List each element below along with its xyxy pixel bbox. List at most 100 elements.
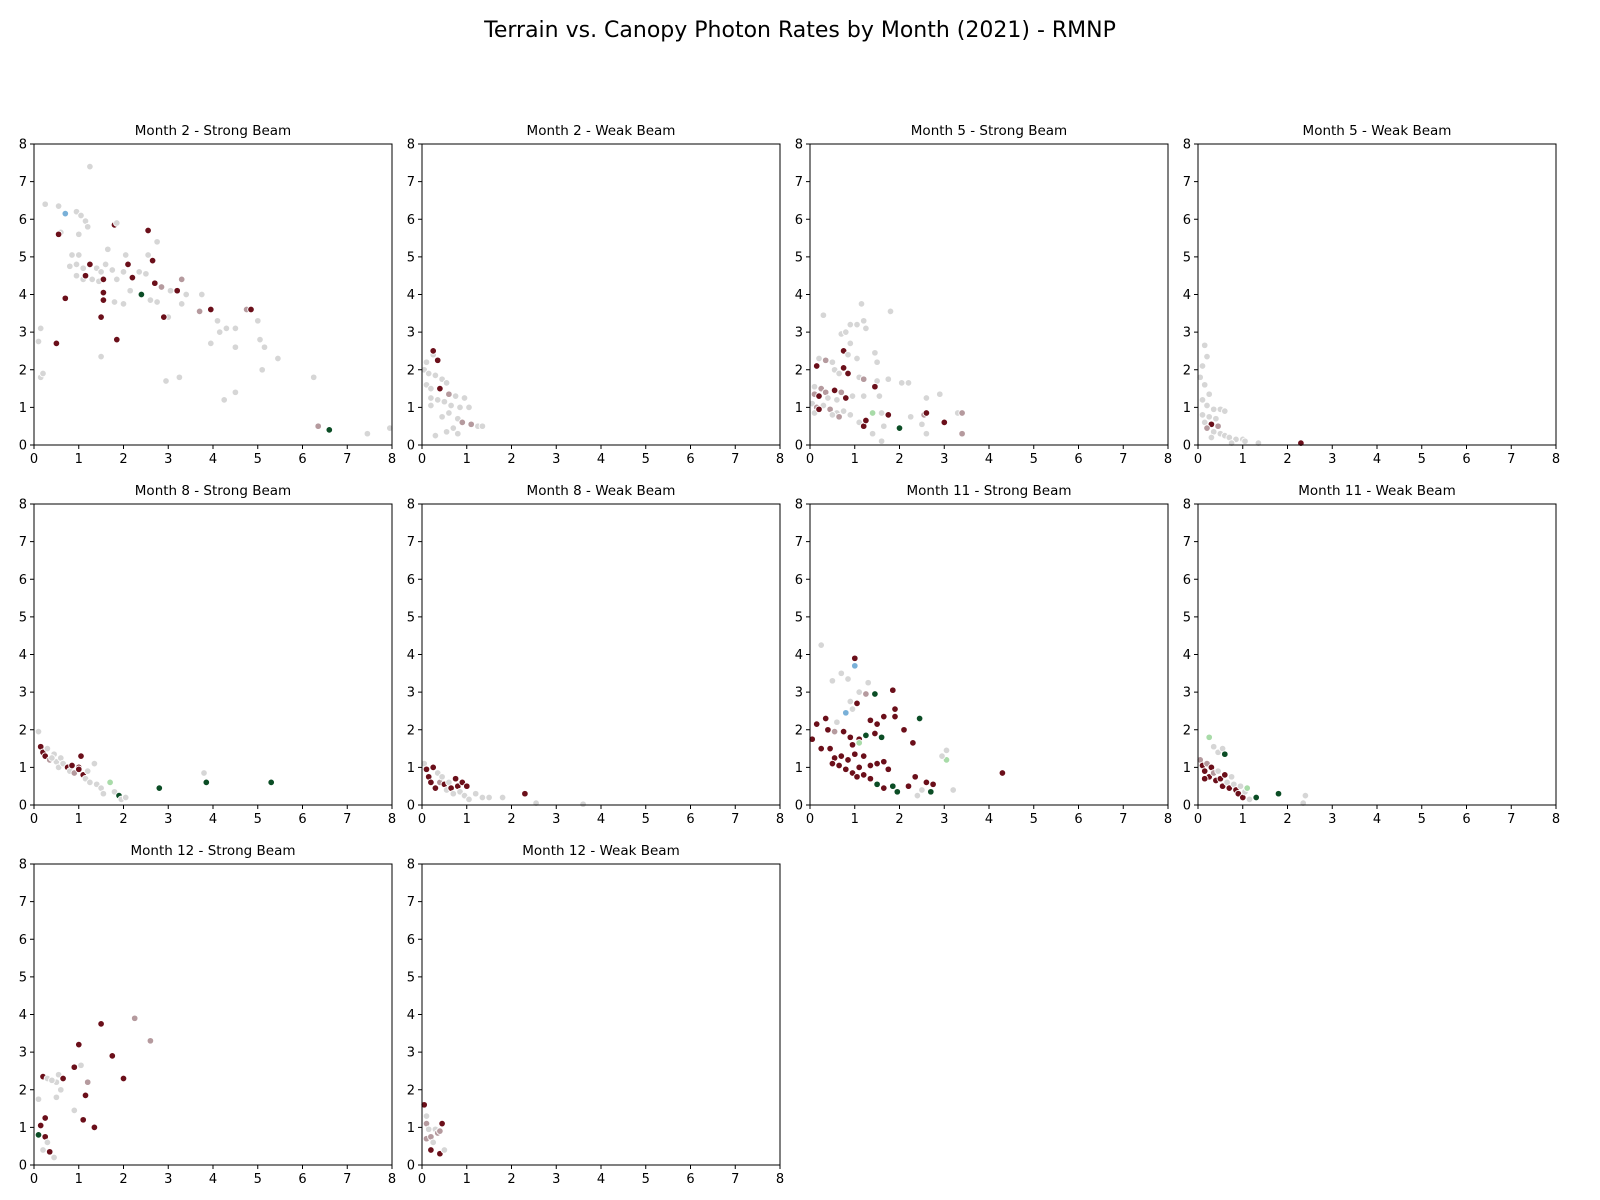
data-point [1198,396,1207,404]
y-tick-label: 7 [407,175,415,190]
y-tick-label: 4 [407,288,415,303]
data-point [106,778,114,787]
data-point [325,426,334,434]
data-point [59,1074,67,1083]
x-tick-label: 3 [164,812,172,827]
data-point [848,705,857,713]
data-point [828,759,837,768]
axes-frame [33,143,393,446]
data-point [824,726,832,734]
data-point [83,223,92,231]
y-tick-label: 3 [407,326,415,341]
y-tick-label: 0 [19,799,27,814]
x-tick-label: 0 [806,452,814,467]
y-tick-label: 7 [407,895,415,910]
data-point [889,782,897,790]
data-point [478,422,487,430]
data-point [918,786,926,794]
subplot-title: Month 8 - Weak Beam [527,483,676,499]
data-point [880,712,888,721]
data-point [873,759,881,768]
y-tick-label: 5 [795,250,803,265]
data-point [119,300,128,308]
data-points [34,1014,155,1162]
data-point [871,349,879,357]
data-point [445,409,453,417]
data-point [855,739,863,747]
y-tick-label: 7 [19,895,27,910]
data-point [871,690,879,698]
data-point [231,343,240,351]
x-tick-label: 7 [1119,812,1127,827]
data-point [842,328,850,336]
data-point [454,429,462,438]
x-tick-label: 4 [597,812,605,827]
data-point [314,422,322,430]
y-tick-label: 3 [19,686,27,701]
data-point [427,778,435,787]
x-tick-label: 7 [1119,452,1127,467]
data-point [913,791,922,800]
y-tick-label: 1 [407,761,415,776]
data-point [267,778,275,787]
subplot-title: Month 5 - Strong Beam [911,123,1067,139]
y-tick-label: 2 [407,1083,415,1098]
data-point [128,273,137,282]
x-tick-label: 4 [597,452,605,467]
y-tick-label: 3 [407,686,415,701]
data-point [853,354,861,363]
data-point [812,362,821,370]
x-tick-label: 1 [463,1172,471,1187]
subplot-9: Month 12 - Strong Beam 0 1 2 3 4 5 6 7 8 0 1 2 3 4 5 6 7 8 [19,843,396,1187]
data-point [97,268,105,276]
data-points [1196,341,1305,447]
x-tick-label: 6 [686,452,694,467]
x-tick-label: 8 [388,812,396,827]
x-tick-label: 6 [1462,452,1470,467]
data-point [182,290,190,299]
data-point [83,1078,92,1086]
data-point [231,324,240,333]
y-tick-label: 0 [795,799,803,814]
data-point [274,354,282,363]
x-tick-label: 7 [343,452,351,467]
data-point [498,793,507,802]
x-tick-label: 8 [388,1172,396,1187]
data-points [1196,733,1310,807]
data-point [1205,733,1213,742]
data-point [817,744,825,753]
x-tick-label: 8 [1552,812,1560,827]
data-point [39,1146,47,1154]
data-point [873,720,881,728]
data-point [857,300,866,308]
x-tick-label: 4 [985,812,993,827]
data-point [835,369,843,378]
data-point [871,382,879,391]
x-tick-label: 2 [507,812,515,827]
data-point [918,420,926,429]
data-point [859,317,868,325]
data-point [440,397,449,406]
data-points [34,162,394,438]
data-point [220,396,228,404]
axes-frame [421,863,781,1166]
axes-frame [421,143,781,446]
data-point [465,795,473,804]
data-point [911,773,919,781]
x-tick-label: 1 [463,452,471,467]
data-point [862,690,870,698]
data-point [1227,773,1236,781]
data-point [449,424,458,432]
data-point [1301,791,1310,800]
subplot-2: Month 2 - Weak Beam 0 1 2 3 4 5 6 7 8 0 1 2 3 4 5 6 7 8 [407,123,784,467]
x-tick-label: 1 [851,452,859,467]
data-point [75,765,83,774]
data-point [848,741,857,749]
x-tick-label: 5 [254,452,262,467]
data-point [72,260,81,269]
y-tick-label: 6 [19,213,27,228]
axes-frame [421,503,781,806]
data-point [456,403,464,412]
x-tick-label: 3 [164,452,172,467]
data-point [79,1116,87,1124]
